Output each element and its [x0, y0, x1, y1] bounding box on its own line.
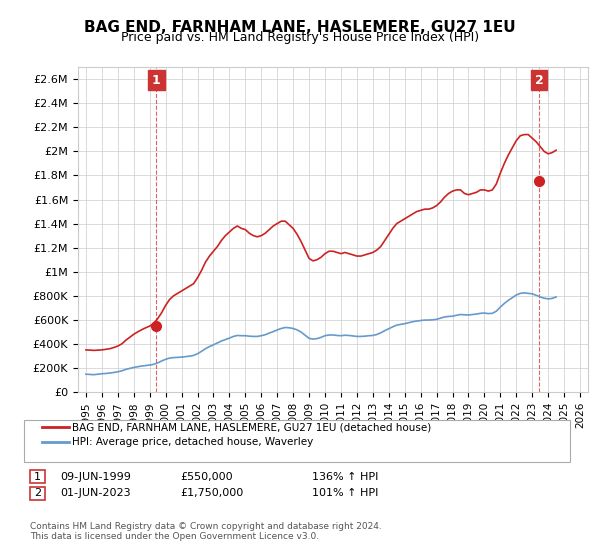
Text: £1,750,000: £1,750,000 — [180, 488, 243, 498]
Text: BAG END, FARNHAM LANE, HASLEMERE, GU27 1EU (detached house): BAG END, FARNHAM LANE, HASLEMERE, GU27 1… — [72, 422, 431, 432]
Text: 09-JUN-1999: 09-JUN-1999 — [60, 472, 131, 482]
Text: BAG END, FARNHAM LANE, HASLEMERE, GU27 1EU: BAG END, FARNHAM LANE, HASLEMERE, GU27 1… — [84, 20, 516, 35]
Text: Price paid vs. HM Land Registry's House Price Index (HPI): Price paid vs. HM Land Registry's House … — [121, 31, 479, 44]
Text: HPI: Average price, detached house, Waverley: HPI: Average price, detached house, Wave… — [72, 437, 313, 447]
Text: £550,000: £550,000 — [180, 472, 233, 482]
Text: 2: 2 — [535, 74, 543, 87]
Text: Contains HM Land Registry data © Crown copyright and database right 2024.
This d: Contains HM Land Registry data © Crown c… — [30, 522, 382, 542]
Text: 1: 1 — [34, 472, 41, 482]
Text: 2: 2 — [34, 488, 41, 498]
Text: 1: 1 — [152, 74, 161, 87]
Text: 136% ↑ HPI: 136% ↑ HPI — [312, 472, 379, 482]
Text: 01-JUN-2023: 01-JUN-2023 — [60, 488, 131, 498]
Text: 101% ↑ HPI: 101% ↑ HPI — [312, 488, 379, 498]
